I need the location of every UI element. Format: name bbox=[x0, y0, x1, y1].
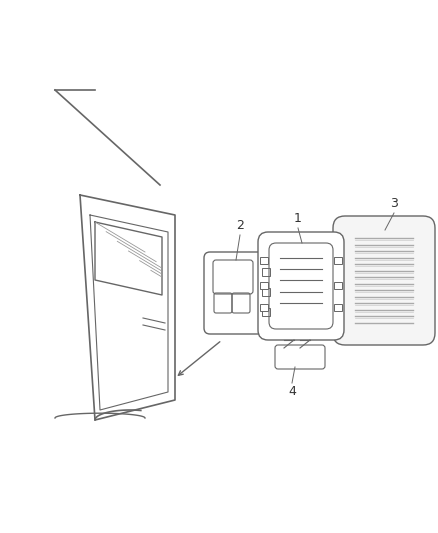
Bar bbox=[260, 304, 268, 311]
Bar bbox=[334, 282, 342, 289]
Bar bbox=[260, 257, 268, 264]
Bar bbox=[262, 268, 270, 276]
Bar bbox=[262, 288, 270, 296]
FancyBboxPatch shape bbox=[204, 252, 268, 334]
FancyBboxPatch shape bbox=[333, 216, 435, 345]
Text: 4: 4 bbox=[288, 385, 296, 398]
FancyBboxPatch shape bbox=[275, 345, 325, 369]
Text: 1: 1 bbox=[294, 212, 302, 225]
FancyBboxPatch shape bbox=[258, 232, 344, 340]
Text: 2: 2 bbox=[236, 219, 244, 232]
Bar bbox=[334, 304, 342, 311]
Bar bbox=[262, 308, 270, 316]
Bar bbox=[260, 282, 268, 289]
Bar bbox=[334, 257, 342, 264]
Text: 3: 3 bbox=[390, 197, 398, 210]
